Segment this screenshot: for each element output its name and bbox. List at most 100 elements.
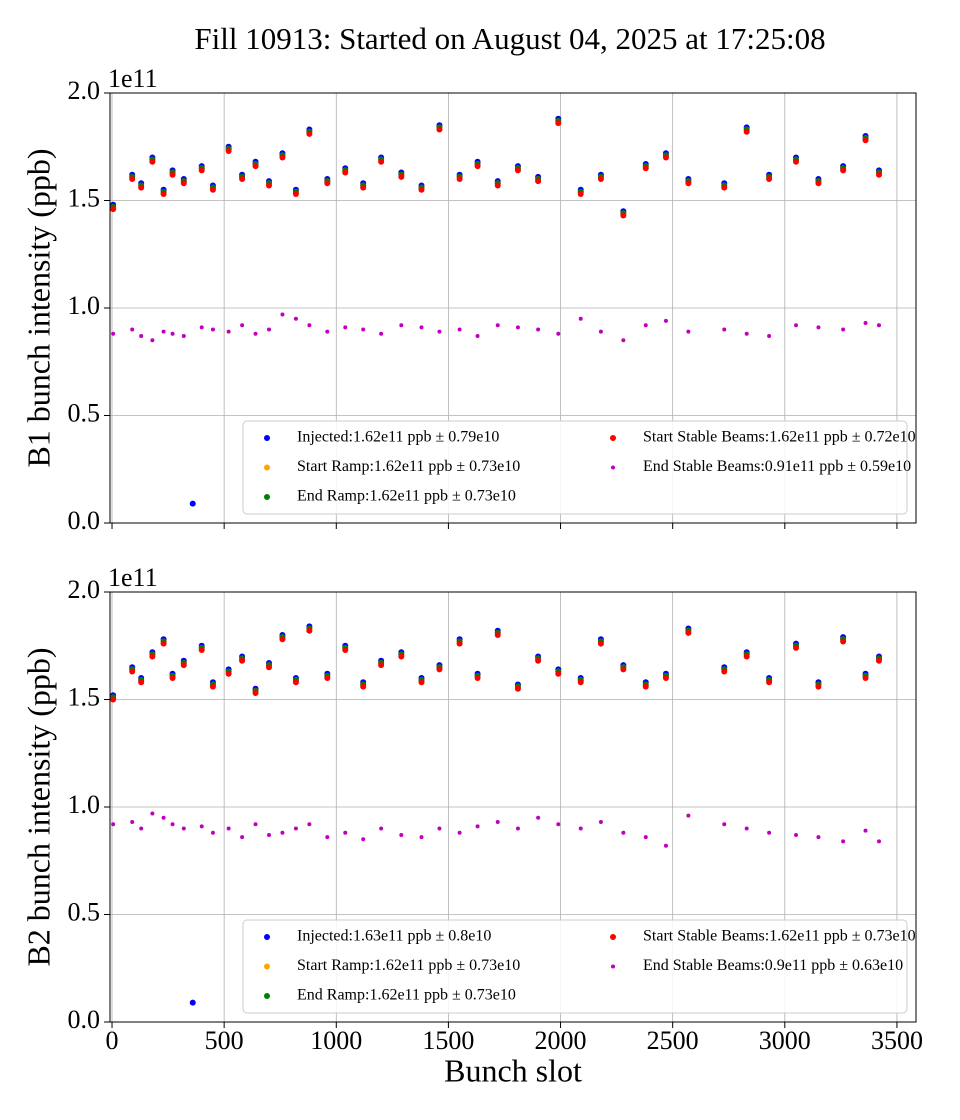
point bbox=[130, 327, 135, 332]
point bbox=[457, 327, 462, 332]
point bbox=[816, 325, 821, 330]
point bbox=[535, 178, 542, 185]
point bbox=[169, 675, 176, 681]
points bbox=[110, 115, 882, 507]
x-tick-label: 0 bbox=[106, 1026, 119, 1055]
x-tick-label: 3000 bbox=[759, 1026, 811, 1055]
point bbox=[437, 826, 442, 831]
point bbox=[437, 329, 442, 334]
point bbox=[189, 500, 196, 507]
point bbox=[181, 826, 186, 831]
point bbox=[226, 826, 231, 831]
point bbox=[342, 169, 349, 176]
point bbox=[597, 640, 604, 647]
legend-marker bbox=[264, 464, 270, 471]
point bbox=[266, 664, 273, 671]
point bbox=[418, 679, 425, 686]
point bbox=[686, 329, 691, 334]
point bbox=[279, 154, 286, 161]
point bbox=[419, 835, 424, 840]
point bbox=[663, 843, 668, 848]
point bbox=[862, 137, 869, 144]
point bbox=[474, 163, 481, 170]
point bbox=[138, 184, 145, 191]
point bbox=[536, 815, 541, 820]
point bbox=[399, 323, 404, 328]
point bbox=[863, 828, 868, 833]
legend-marker bbox=[610, 934, 616, 940]
point bbox=[767, 333, 772, 338]
point bbox=[793, 644, 800, 651]
y-axis-label: B1 bunch intensity (ppb) bbox=[20, 148, 56, 467]
x-tick-label: 2500 bbox=[647, 1026, 699, 1055]
legend-label: Start Ramp:1.62e11 ppb ± 0.73e10 bbox=[297, 458, 520, 475]
point bbox=[342, 647, 349, 654]
x-tick-label: 2000 bbox=[535, 1026, 587, 1055]
y-offset-label: 1e11 bbox=[108, 64, 158, 93]
point bbox=[181, 333, 186, 338]
point bbox=[209, 683, 216, 690]
point bbox=[139, 826, 144, 831]
point bbox=[240, 835, 245, 840]
point bbox=[841, 327, 846, 332]
legend-box bbox=[242, 919, 908, 1014]
point bbox=[577, 191, 584, 198]
legend-marker bbox=[264, 963, 270, 970]
point bbox=[361, 327, 366, 332]
point bbox=[361, 837, 366, 842]
point bbox=[475, 333, 480, 338]
point bbox=[161, 815, 166, 820]
point bbox=[597, 176, 604, 182]
point bbox=[398, 173, 405, 180]
point bbox=[515, 325, 520, 330]
legend-marker bbox=[264, 934, 270, 940]
point bbox=[456, 176, 463, 182]
point bbox=[744, 826, 749, 831]
point bbox=[240, 323, 245, 328]
y-axis-label: B2 bunch intensity (ppb) bbox=[20, 647, 56, 966]
point bbox=[598, 329, 603, 334]
point bbox=[379, 826, 384, 831]
x-tick-label: 1500 bbox=[422, 1026, 474, 1055]
point bbox=[150, 811, 155, 816]
point bbox=[160, 640, 167, 647]
point bbox=[685, 629, 692, 636]
point bbox=[743, 653, 750, 660]
point bbox=[307, 323, 312, 328]
point bbox=[138, 679, 145, 686]
point bbox=[324, 180, 331, 187]
point bbox=[643, 835, 648, 840]
point bbox=[170, 822, 175, 827]
point bbox=[210, 830, 215, 835]
point bbox=[130, 820, 135, 825]
point bbox=[495, 820, 500, 825]
points bbox=[110, 623, 882, 1006]
legend-label: End Stable Beams:0.91e11 ppb ± 0.59e10 bbox=[643, 458, 911, 475]
point bbox=[840, 638, 847, 645]
point bbox=[686, 813, 691, 818]
point bbox=[514, 167, 521, 174]
point bbox=[457, 830, 462, 835]
point bbox=[180, 180, 187, 187]
y-tick-label: 0.5 bbox=[68, 897, 101, 926]
point bbox=[815, 180, 822, 187]
point bbox=[662, 154, 669, 161]
point bbox=[515, 826, 520, 831]
y-tick-label: 1.5 bbox=[68, 183, 101, 212]
y-tick-label: 0.5 bbox=[68, 398, 101, 427]
point bbox=[536, 327, 541, 332]
legend-marker bbox=[264, 993, 270, 999]
point bbox=[436, 126, 443, 133]
y-tick-label: 0.0 bbox=[68, 1005, 101, 1034]
point bbox=[456, 640, 463, 647]
point bbox=[111, 331, 116, 336]
point bbox=[293, 826, 298, 831]
point bbox=[199, 824, 204, 829]
point bbox=[621, 338, 626, 343]
axes-frame bbox=[109, 591, 917, 1023]
point bbox=[474, 675, 481, 681]
point bbox=[494, 632, 501, 638]
legend-marker bbox=[264, 435, 270, 441]
point bbox=[399, 832, 404, 837]
point bbox=[239, 657, 246, 664]
